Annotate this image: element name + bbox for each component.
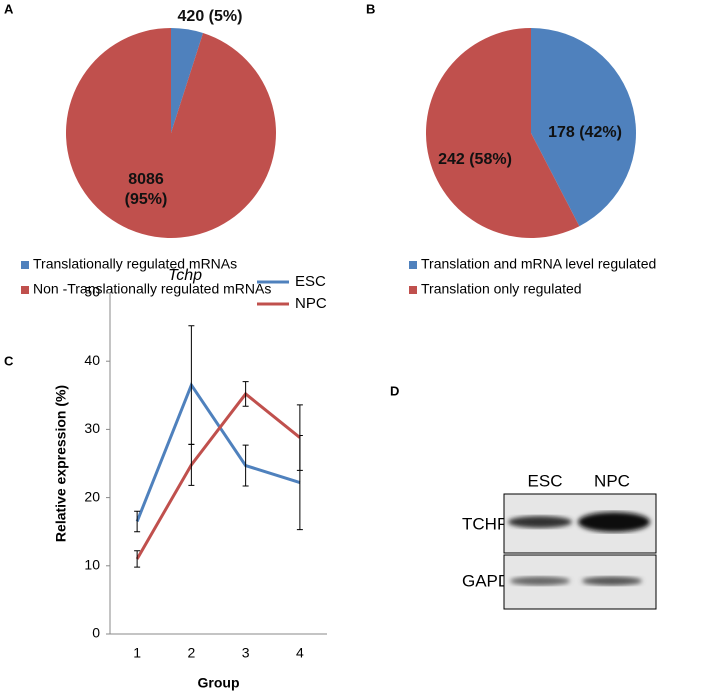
- lane-label: NPC: [594, 471, 630, 490]
- band: [578, 512, 650, 532]
- pie-slice: [171, 28, 204, 133]
- error-bar: [134, 510, 141, 533]
- band: [582, 576, 642, 586]
- data-label: 242 (58%): [438, 151, 512, 168]
- x-tick-label: 1: [133, 645, 141, 661]
- y-tick-label: 50: [84, 284, 100, 300]
- data-label: 8086 (95%): [124, 171, 168, 208]
- legend-label: Translationally regulated mRNAs: [33, 256, 237, 272]
- data-line: [135, 381, 301, 523]
- band: [508, 516, 572, 528]
- legend-label: NPC: [295, 295, 327, 312]
- y-tick-label: 40: [84, 352, 100, 368]
- panel-label: B: [366, 1, 375, 16]
- data-line: [135, 391, 301, 560]
- lane-label: ESC: [528, 471, 563, 490]
- y-tick-label: 0: [92, 625, 100, 641]
- pie-slice: [531, 28, 636, 227]
- error-bar: [242, 444, 249, 487]
- error-bar: [134, 550, 141, 568]
- error-bar: [242, 381, 249, 407]
- error-bar: [188, 325, 195, 445]
- panel-label: C: [4, 353, 14, 368]
- x-tick-label: 4: [296, 645, 304, 661]
- pie-slice: [65, 28, 276, 239]
- panel-label: D: [390, 383, 399, 398]
- y-tick-label: 30: [84, 420, 100, 436]
- row-label: TCHP: [462, 514, 508, 533]
- legend-label: Non -Translationally regulated mRNAs: [33, 281, 271, 297]
- y-tick-label: 10: [84, 557, 100, 573]
- legend-swatch: [409, 286, 417, 294]
- data-label: 178 (42%): [548, 124, 622, 141]
- x-axis-label: Group: [198, 675, 240, 691]
- x-tick-label: 2: [187, 645, 195, 661]
- legend-swatch: [21, 286, 29, 294]
- x-tick-label: 3: [242, 645, 250, 661]
- legend-swatch: [409, 261, 417, 269]
- legend-label: Translation and mRNA level regulated: [421, 256, 656, 272]
- chart-title: Tchp: [168, 267, 202, 284]
- pie-slice: [425, 28, 580, 238]
- band: [510, 576, 570, 586]
- legend-swatch: [21, 261, 29, 269]
- y-axis-label: Relative expression (%): [53, 385, 69, 542]
- legend-label: ESC: [295, 273, 326, 290]
- data-label: 420 (5%): [177, 8, 243, 25]
- y-tick-label: 20: [84, 488, 100, 504]
- legend-label: Translation only regulated: [421, 281, 582, 297]
- error-bar: [188, 443, 195, 486]
- error-bar: [296, 404, 303, 471]
- panel-label: A: [4, 1, 14, 16]
